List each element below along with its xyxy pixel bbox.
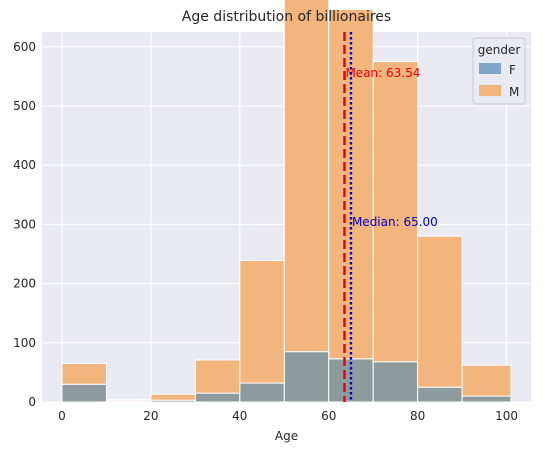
y-tick-label: 200 — [13, 277, 36, 291]
legend-swatch-m — [479, 85, 501, 96]
bar-f — [372, 361, 419, 403]
bar-f — [194, 392, 241, 403]
bar-m — [283, 0, 330, 353]
bar-m — [105, 399, 152, 402]
median-label: Median: 65.00 — [352, 215, 438, 229]
bar-f — [239, 382, 285, 403]
bar-m — [239, 260, 285, 384]
legend-label-m: M — [509, 85, 519, 99]
y-tick-label: 500 — [13, 99, 36, 113]
x-tick-label: 100 — [495, 409, 518, 423]
bar-f — [461, 395, 512, 403]
y-tick-label: 300 — [13, 217, 36, 231]
x-tick-label: 60 — [321, 409, 336, 423]
y-tick-label: 600 — [13, 40, 36, 54]
x-axis-label: Age — [275, 429, 298, 443]
mean-label: Mean: 63.54 — [345, 66, 420, 80]
legend-title: gender — [478, 43, 521, 57]
legend-entries: FM — [479, 63, 519, 99]
bar-f — [417, 386, 463, 403]
bar-m — [61, 363, 107, 385]
tick-labels: 0 20 40 60 80 100 0 100 200 300 400 500 600 — [13, 40, 518, 423]
legend-swatch-f — [479, 63, 501, 74]
reference-lines: Mean: 63.54 Median: 65.00 — [343, 32, 438, 402]
x-tick-label: 20 — [143, 409, 158, 423]
bar-m — [461, 364, 512, 397]
x-tick-label: 80 — [410, 409, 425, 423]
bar-f — [283, 351, 330, 403]
y-tick-label: 0 — [28, 395, 36, 409]
bar-f — [61, 383, 107, 403]
chart-title: Age distribution of billionaires — [182, 9, 391, 25]
bar-m — [417, 235, 463, 388]
bar-f — [328, 358, 374, 403]
bar-m — [150, 393, 196, 401]
x-tick-label: 40 — [232, 409, 247, 423]
bar-m — [194, 359, 241, 394]
legend: gender FM — [472, 37, 526, 105]
x-tick-label: 0 — [58, 409, 66, 423]
bar-m — [372, 61, 419, 363]
y-tick-label: 100 — [13, 336, 36, 350]
legend-label-f: F — [509, 63, 516, 77]
y-tick-label: 400 — [13, 158, 36, 172]
